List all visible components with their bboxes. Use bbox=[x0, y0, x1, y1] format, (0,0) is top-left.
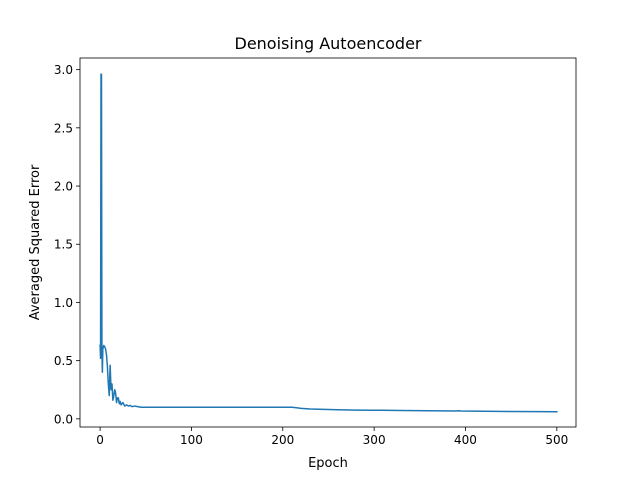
x-axis-label: Epoch bbox=[308, 456, 348, 471]
y-tick-label: 2.0 bbox=[54, 180, 73, 194]
x-tick-label: 400 bbox=[454, 433, 477, 447]
x-tick-label: 300 bbox=[363, 433, 386, 447]
y-axis-label: Averaged Squared Error bbox=[28, 164, 43, 320]
series-line bbox=[99, 73, 558, 413]
x-axis: 0 100 200 300 400 500 bbox=[96, 427, 568, 447]
x-tick-label: 500 bbox=[545, 433, 568, 447]
y-tick-label: 3.0 bbox=[54, 63, 73, 77]
y-tick-label: 0.0 bbox=[54, 412, 73, 426]
chart-title: Denoising Autoencoder bbox=[235, 34, 422, 53]
y-tick-label: 2.5 bbox=[54, 121, 73, 135]
y-tick-label: 1.5 bbox=[54, 238, 73, 252]
plot-frame bbox=[79, 57, 577, 428]
x-tick-label: 100 bbox=[180, 433, 203, 447]
x-tick-label: 200 bbox=[271, 433, 294, 447]
y-tick-label: 0.5 bbox=[54, 354, 73, 368]
y-tick-label: 1.0 bbox=[54, 296, 73, 310]
x-tick-label: 0 bbox=[96, 433, 104, 447]
y-axis: 0.0 0.5 1.0 1.5 2.0 2.5 3.0 bbox=[54, 63, 80, 426]
